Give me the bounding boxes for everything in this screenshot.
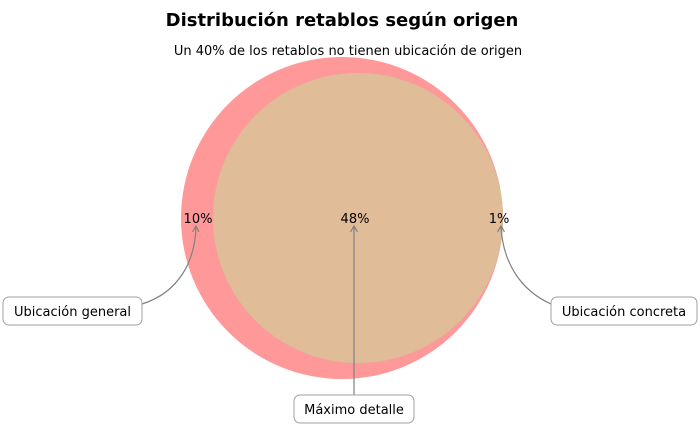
chart-title: Distribución retablos según origen xyxy=(166,10,519,31)
annotation-text-intersection: Máximo detalle xyxy=(304,403,404,418)
region-label-intersection: 48% xyxy=(341,212,370,227)
region-label-general-only: 10% xyxy=(184,212,213,227)
annotation-arrow-concreta xyxy=(500,226,552,305)
arrowhead-intersection xyxy=(349,224,359,233)
annotation-text-concreta: Ubicación concreta xyxy=(562,305,686,320)
annotation-box-intersection xyxy=(293,394,415,424)
annotation-arrow-general xyxy=(141,226,197,305)
region-intersection xyxy=(213,73,503,363)
annotation-text-general: Ubicación general xyxy=(14,305,131,320)
annotation-box-concreta xyxy=(550,296,698,326)
chart-subtitle: Un 40% de los retablos no tienen ubicaci… xyxy=(174,44,522,59)
arrowhead-concreta xyxy=(496,224,506,233)
annotation-box-general xyxy=(2,296,143,326)
region-label-concreta-only: 1% xyxy=(489,212,510,227)
arrowhead-general xyxy=(191,224,200,233)
